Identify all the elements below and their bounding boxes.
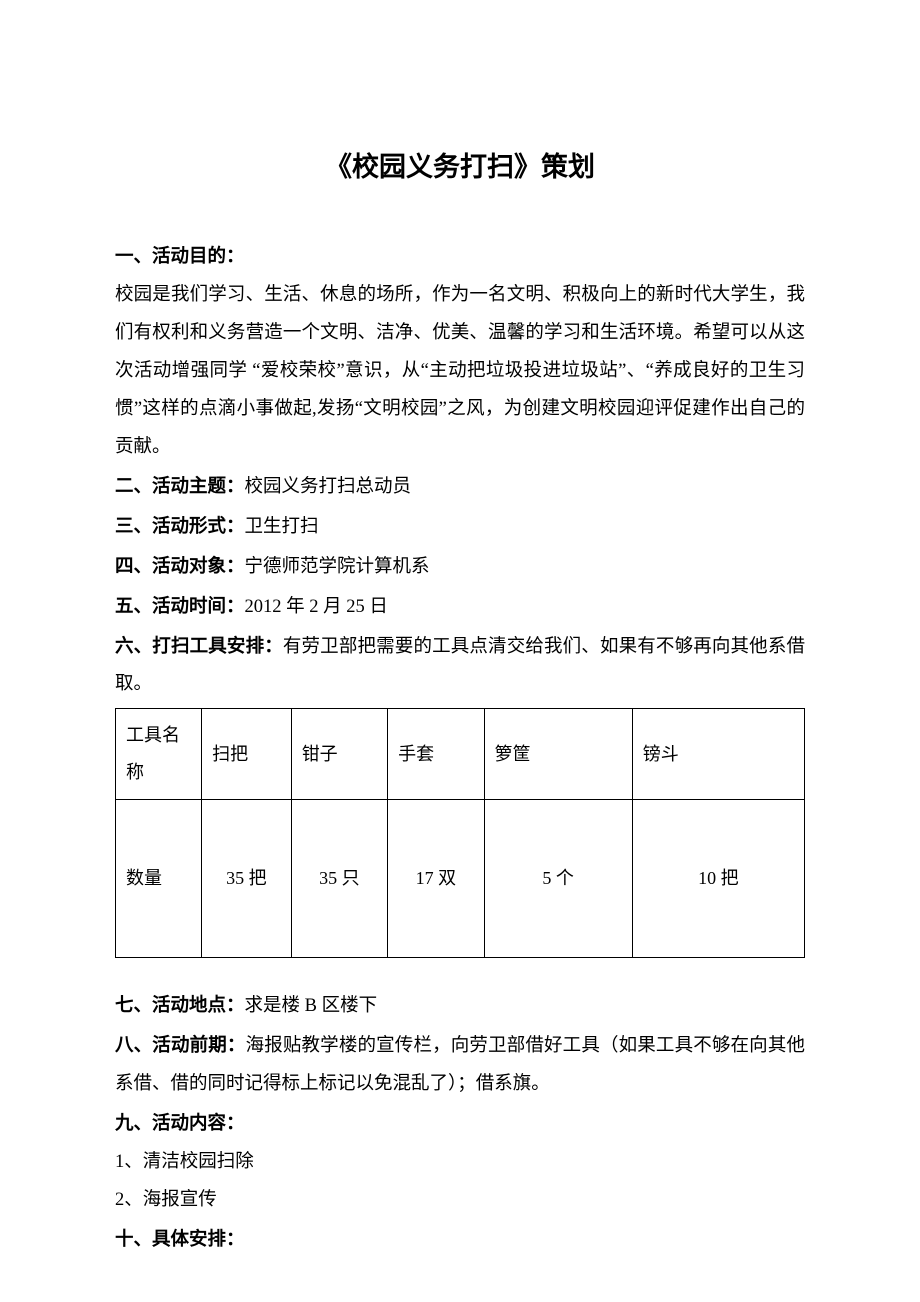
tools-table: 工具名称 扫把 钳子 手套 箩筐 镑斗 数量 35 把 35 只 17 双 5 … <box>115 708 805 958</box>
table-row: 数量 35 把 35 只 17 双 5 个 10 把 <box>116 800 805 958</box>
table-header-cell: 钳子 <box>291 709 387 800</box>
section-4-body: 宁德师范学院计算机系 <box>245 557 430 577</box>
section-5-label: 五、活动时间： <box>115 595 245 616</box>
section-1-label: 一、活动目的： <box>115 245 245 266</box>
table-header-cell: 工具名称 <box>116 709 202 800</box>
section-time: 五、活动时间：2012 年 2 月 25 日 <box>115 587 805 627</box>
page-title: 《校园义务打扫》策划 <box>115 140 805 195</box>
section-3-body: 卫生打扫 <box>245 517 319 537</box>
table-cell: 数量 <box>116 800 202 958</box>
table-cell: 35 只 <box>291 800 387 958</box>
table-cell: 17 双 <box>388 800 484 958</box>
section-theme: 二、活动主题：校园义务打扫总动员 <box>115 467 805 507</box>
section-10-label: 十、具体安排： <box>115 1228 245 1249</box>
section-6-label: 六、打扫工具安排： <box>115 635 283 656</box>
table-header-cell: 手套 <box>388 709 484 800</box>
section-3-label: 三、活动形式： <box>115 515 245 536</box>
section-target: 四、活动对象：宁德师范学院计算机系 <box>115 547 805 587</box>
table-cell: 35 把 <box>202 800 292 958</box>
section-9-item-2: 2、海报宣传 <box>115 1182 805 1220</box>
section-2-label: 二、活动主题： <box>115 475 245 496</box>
section-9-item-1: 1、清洁校园扫除 <box>115 1144 805 1182</box>
section-8-label: 八、活动前期： <box>115 1034 246 1055</box>
table-cell: 10 把 <box>632 800 804 958</box>
section-4-label: 四、活动对象： <box>115 555 245 576</box>
table-header-row: 工具名称 扫把 钳子 手套 箩筐 镑斗 <box>116 709 805 800</box>
section-location: 七、活动地点：求是楼 B 区楼下 <box>115 986 805 1026</box>
section-form: 三、活动形式：卫生打扫 <box>115 507 805 547</box>
section-7-body: 求是楼 B 区楼下 <box>245 996 378 1016</box>
section-tools: 六、打扫工具安排：有劳卫部把需要的工具点清交给我们、如果有不够再向其他系借取。 <box>115 627 805 705</box>
section-purpose: 一、活动目的： <box>115 237 805 277</box>
section-1-body: 校园是我们学习、生活、休息的场所，作为一名文明、积极向上的新时代大学生，我们有权… <box>115 277 805 467</box>
section-5-body: 2012 年 2 月 25 日 <box>245 597 388 617</box>
section-2-body: 校园义务打扫总动员 <box>245 477 412 497</box>
table-header-cell: 扫把 <box>202 709 292 800</box>
section-pre: 八、活动前期：海报贴教学楼的宣传栏，向劳卫部借好工具（如果工具不够在向其他系借、… <box>115 1026 805 1104</box>
section-arrangement: 十、具体安排： <box>115 1220 805 1260</box>
section-7-label: 七、活动地点： <box>115 994 245 1015</box>
table-header-cell: 镑斗 <box>632 709 804 800</box>
table-cell: 5 个 <box>484 800 632 958</box>
table-header-cell: 箩筐 <box>484 709 632 800</box>
section-9-label: 九、活动内容： <box>115 1112 245 1133</box>
section-content: 九、活动内容： <box>115 1104 805 1144</box>
